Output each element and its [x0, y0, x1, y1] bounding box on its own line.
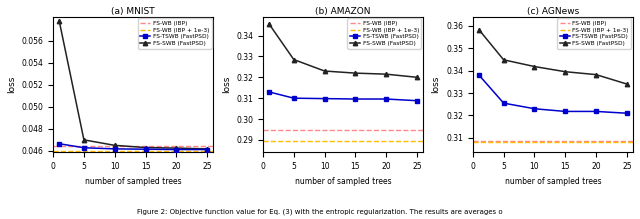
X-axis label: number of sampled trees: number of sampled trees: [295, 177, 392, 186]
FS-SWB (FastPSD): [623, 83, 631, 85]
FS-WB (IBP): [469, 139, 477, 142]
FS-SWB (FastPSD): [204, 148, 211, 150]
FS-TSWB (FastPSD): [265, 91, 273, 93]
FS-WB (IBP): [475, 139, 483, 142]
FS-WB (IBP): [265, 128, 273, 131]
X-axis label: number of sampled trees: number of sampled trees: [85, 177, 182, 186]
Line: FS-SWB (FastPSD): FS-SWB (FastPSD): [57, 19, 209, 151]
FS-WB (IBP + 1e-3): [56, 149, 63, 152]
FS-SWB (FastPSD): [265, 23, 273, 25]
FS-TSWB (FastPSD): [204, 148, 211, 151]
FS-SWB (FastPSD): [475, 28, 483, 31]
FS-TSWB (FastPSD): [80, 147, 88, 149]
Title: (b) AMAZON: (b) AMAZON: [316, 7, 371, 16]
Legend: FS-WB (IBP), FS-WB (IBP + 1e-3), FS-TSWB (FastPSD), FS-SWB (FastPSD): FS-WB (IBP), FS-WB (IBP + 1e-3), FS-TSWB…: [138, 18, 212, 49]
FS-TSWB (FastPSD): [56, 142, 63, 145]
FS-SWB (FastPSD): [80, 139, 88, 141]
FS-TSWB (FastPSD): [290, 97, 298, 99]
FS-TSWB (FastPSD): [500, 102, 508, 104]
FS-TSWB (FastPSD): [321, 97, 328, 100]
FS-WB (IBP): [56, 144, 63, 147]
FS-SWB (FastPSD): [351, 72, 359, 74]
FS-TSWB (FastPSD): [141, 148, 149, 150]
Line: FS-SWB (FastPSD): FS-SWB (FastPSD): [267, 22, 419, 79]
Title: (a) MNIST: (a) MNIST: [111, 7, 155, 16]
FS-TSWB (FastPSD): [111, 148, 118, 150]
FS-TSWB (FastPSD): [382, 98, 390, 100]
FS-TSWB (FastPSD): [413, 99, 421, 102]
FS-SWB (FastPSD): [531, 65, 538, 68]
Line: FS-TSWB (FastPSD): FS-TSWB (FastPSD): [477, 73, 629, 115]
Y-axis label: loss: loss: [431, 76, 440, 93]
FS-SWB (FastPSD): [173, 147, 180, 149]
Legend: FS-WB (IBP), FS-WB (IBP + 1e-3), FS-TSWB (FastPSD), FS-SWB (FastPSD): FS-WB (IBP), FS-WB (IBP + 1e-3), FS-TSWB…: [348, 18, 422, 49]
FS-TSWB (FastPSD): [561, 110, 569, 113]
FS-WB (IBP + 1e-3): [469, 141, 477, 143]
FS-SWB (FastPSD): [592, 73, 600, 76]
FS-SWB (FastPSD): [500, 58, 508, 61]
Title: (c) AGNews: (c) AGNews: [527, 7, 579, 16]
FS-SWB (FastPSD): [413, 76, 421, 79]
FS-TSWB (FastPSD): [592, 110, 600, 113]
Legend: FS-WB (IBP), FS-WB (IBP + 1e-3), FS-TSWB (FastPSD), FS-SWB (FastPSD): FS-WB (IBP), FS-WB (IBP + 1e-3), FS-TSWB…: [557, 18, 631, 49]
FS-WB (IBP + 1e-3): [49, 149, 57, 152]
Line: FS-TSWB (FastPSD): FS-TSWB (FastPSD): [267, 90, 419, 103]
Text: Figure 2: Objective function value for Eq. (3) with the entropic regularization.: Figure 2: Objective function value for E…: [137, 208, 503, 215]
FS-WB (IBP + 1e-3): [259, 140, 267, 143]
FS-TSWB (FastPSD): [475, 74, 483, 76]
FS-SWB (FastPSD): [290, 58, 298, 61]
FS-SWB (FastPSD): [321, 70, 328, 72]
FS-TSWB (FastPSD): [351, 98, 359, 100]
FS-WB (IBP): [49, 144, 57, 147]
FS-WB (IBP + 1e-3): [265, 140, 273, 143]
X-axis label: number of sampled trees: number of sampled trees: [504, 177, 601, 186]
FS-TSWB (FastPSD): [531, 108, 538, 110]
FS-SWB (FastPSD): [141, 146, 149, 149]
Y-axis label: loss: loss: [221, 76, 230, 93]
FS-WB (IBP): [259, 128, 267, 131]
FS-SWB (FastPSD): [111, 144, 118, 147]
FS-WB (IBP + 1e-3): [475, 141, 483, 143]
FS-SWB (FastPSD): [561, 70, 569, 73]
Y-axis label: loss: loss: [7, 76, 16, 93]
FS-TSWB (FastPSD): [623, 112, 631, 115]
Line: FS-SWB (FastPSD): FS-SWB (FastPSD): [477, 28, 629, 86]
FS-SWB (FastPSD): [382, 73, 390, 76]
FS-TSWB (FastPSD): [173, 148, 180, 151]
Line: FS-TSWB (FastPSD): FS-TSWB (FastPSD): [58, 142, 209, 152]
FS-SWB (FastPSD): [56, 20, 63, 22]
